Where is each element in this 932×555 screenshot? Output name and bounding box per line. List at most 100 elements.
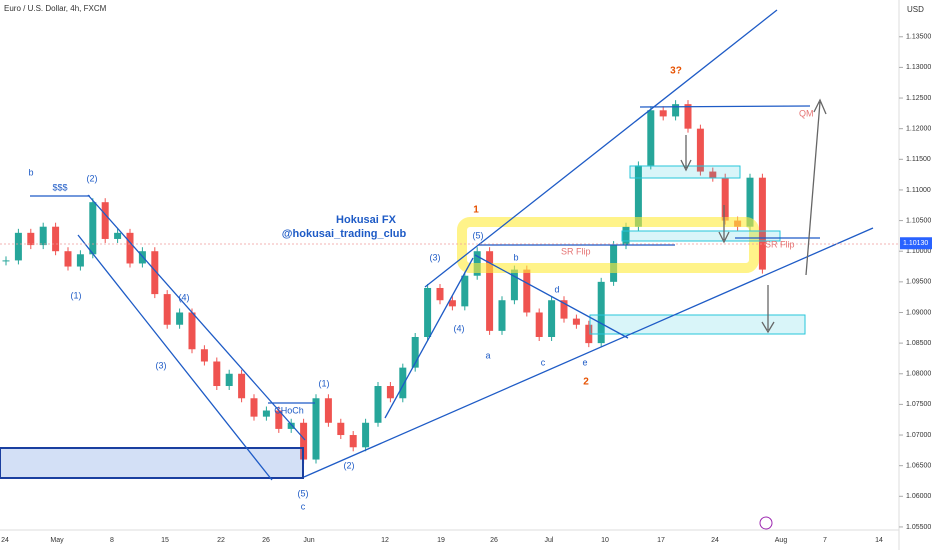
x-tick-label: 15 xyxy=(161,537,169,544)
x-tick-label: May xyxy=(50,537,64,544)
y-tick-label: 1.06000 xyxy=(906,493,931,500)
candle xyxy=(386,386,394,399)
trendline xyxy=(424,9,778,288)
label: (3) xyxy=(156,360,167,370)
arrows xyxy=(680,98,827,334)
wave-line xyxy=(474,254,629,339)
y-tick-label: 1.08500 xyxy=(906,340,931,347)
candle xyxy=(523,269,531,313)
candle xyxy=(721,177,729,221)
label: (2) xyxy=(344,460,355,470)
candle xyxy=(300,422,308,460)
x-tick-label: 10 xyxy=(601,537,609,544)
candle xyxy=(362,422,370,448)
candle xyxy=(225,373,233,387)
candle xyxy=(76,254,84,267)
candle xyxy=(176,312,184,325)
demand-zone xyxy=(0,447,304,479)
y-tick-label: 1.05500 xyxy=(906,524,931,531)
arrow-down xyxy=(680,135,692,172)
candle xyxy=(287,422,295,429)
candle xyxy=(498,300,506,331)
candle xyxy=(672,104,680,117)
zone xyxy=(589,314,806,335)
x-tick-label: 12 xyxy=(381,537,389,544)
y-tick-label: 1.07500 xyxy=(906,401,931,408)
candle xyxy=(585,324,593,344)
y-tick-label: 1.11500 xyxy=(906,156,931,163)
label: (5) xyxy=(298,488,309,498)
x-tick-label: 22 xyxy=(217,537,225,544)
label: c xyxy=(301,501,306,511)
y-tick-label: 1.06500 xyxy=(906,463,931,470)
watermark: Hokusai FX xyxy=(336,214,397,226)
highlight-zone xyxy=(457,217,759,273)
x-tick-label: 19 xyxy=(437,537,445,544)
watermark: @hokusai_trading_club xyxy=(282,228,407,240)
candle xyxy=(163,294,171,325)
label: (2) xyxy=(87,173,98,183)
x-tick-label: 24 xyxy=(1,537,9,544)
candle xyxy=(659,110,667,117)
label: 3? xyxy=(670,66,682,77)
candle xyxy=(188,312,196,350)
label: 1 xyxy=(473,205,479,216)
y-tick-label: 1.07000 xyxy=(906,432,931,439)
y-tick-label: 1.13500 xyxy=(906,34,931,41)
candle xyxy=(758,177,766,270)
trendline xyxy=(303,227,874,478)
x-tick-label: 8 xyxy=(110,537,114,544)
candle xyxy=(436,287,444,301)
candle xyxy=(39,226,47,246)
zone xyxy=(629,165,741,179)
currency: USD xyxy=(907,5,924,14)
x-tick-label: 24 xyxy=(711,537,719,544)
candle xyxy=(560,300,568,319)
y-tick-label: 1.11000 xyxy=(906,187,931,194)
y-tick-label: 1.12500 xyxy=(906,95,931,102)
x-tick-label: 26 xyxy=(262,537,270,544)
candle xyxy=(126,232,134,264)
candle xyxy=(312,398,320,460)
candle xyxy=(238,373,246,399)
candle xyxy=(684,104,692,129)
label: (1) xyxy=(319,378,330,388)
candle xyxy=(89,202,97,255)
candle xyxy=(324,398,332,423)
candle xyxy=(709,171,717,178)
level-line xyxy=(639,105,811,108)
candle xyxy=(411,336,419,368)
candle xyxy=(597,281,605,344)
x-tick-label: Jun xyxy=(303,537,314,544)
y-tick-label: 1.12000 xyxy=(906,126,931,133)
candle xyxy=(101,202,109,239)
candle xyxy=(535,312,543,337)
arrow-down xyxy=(718,205,730,244)
candle xyxy=(52,226,60,252)
candle xyxy=(275,410,283,429)
label: (4) xyxy=(179,292,190,302)
y-tick-label: 1.13000 xyxy=(906,64,931,71)
label: (3) xyxy=(430,252,441,262)
label: a xyxy=(485,350,490,360)
x-tick-label: 14 xyxy=(875,537,883,544)
candle xyxy=(486,251,494,331)
label: c xyxy=(541,357,546,367)
last-price-label: 1.10130 xyxy=(903,240,928,247)
wave-line xyxy=(384,257,474,419)
y-tick-label: 1.09000 xyxy=(906,309,931,316)
last-price-box xyxy=(900,237,932,250)
label: b xyxy=(513,252,518,262)
candle xyxy=(337,422,345,436)
candle xyxy=(64,251,72,267)
label: b xyxy=(28,167,33,177)
channel-line xyxy=(77,234,273,481)
arrow-up xyxy=(805,98,827,276)
event-icon xyxy=(759,516,773,530)
candle xyxy=(548,300,556,337)
candles xyxy=(2,100,766,464)
x-tick-label: 26 xyxy=(490,537,498,544)
candle xyxy=(424,287,432,337)
candle xyxy=(213,361,221,387)
